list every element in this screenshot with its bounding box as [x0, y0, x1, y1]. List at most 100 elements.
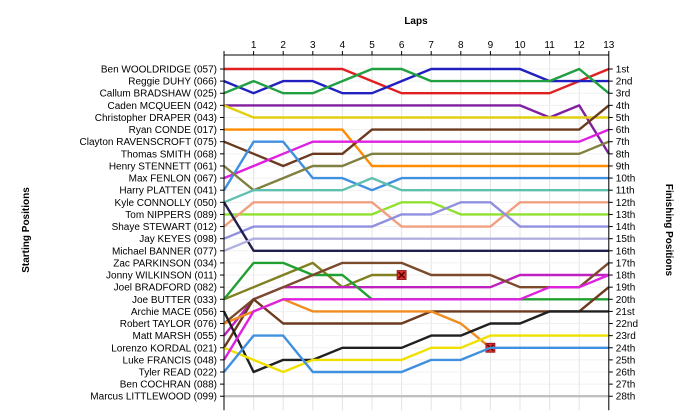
starting-position-label: Archie MACE (056)	[131, 307, 217, 318]
x-tick-label: 1	[251, 40, 257, 51]
finishing-position-label: 17th	[616, 258, 635, 269]
series-line	[224, 67, 610, 95]
finishing-position-label: 15th	[616, 234, 635, 245]
starting-position-label: Marcus LITTLEWOOD (099)	[90, 392, 217, 403]
finishing-position-label: 18th	[616, 271, 635, 282]
grid	[223, 55, 610, 411]
x-tick-label: 4	[340, 40, 346, 51]
series-line	[223, 261, 610, 325]
finishing-position-label: 26th	[616, 368, 635, 379]
starting-position-label: Luke FRANCIS (048)	[123, 355, 217, 366]
starting-position-label: Matt MARSH (055)	[133, 331, 217, 342]
starting-position-label: Caden MCQUEEN (042)	[108, 101, 217, 112]
starting-position-label: Shaye STEWART (012)	[112, 222, 217, 233]
x-tick-label: 3	[310, 40, 316, 51]
x-tick-label: 5	[369, 40, 375, 51]
series-line	[223, 334, 609, 374]
series-line	[222, 140, 609, 192]
starting-position-label: Joe BUTTER (033)	[132, 295, 217, 306]
series-line	[223, 261, 402, 301]
finishing-position-label: 20th	[616, 295, 635, 306]
finishing-position-label: 28th	[616, 392, 635, 403]
x-tick-label: 6	[399, 40, 405, 51]
finishing-position-label: 4th	[616, 101, 630, 112]
series-line	[223, 273, 609, 337]
y-axis-title-left: Starting Positions	[21, 187, 32, 273]
finishing-position-label: 22nd	[616, 319, 638, 330]
finishing-position-label: 13th	[616, 210, 635, 221]
series-line	[224, 104, 610, 155]
series-line	[222, 273, 610, 361]
starting-position-label: Henry STENNETT (061)	[109, 161, 217, 172]
x-axis-title: Laps	[404, 16, 428, 27]
x-tick-label: 10	[514, 40, 526, 51]
starting-position-label: Max FENLON (067)	[129, 174, 217, 185]
x-tick-label: 13	[603, 40, 615, 51]
series-line	[223, 334, 609, 374]
finishing-position-label: 23rd	[616, 331, 636, 342]
series-line	[222, 201, 609, 253]
x-tick-label: 7	[428, 40, 434, 51]
finishing-position-label: 9th	[616, 161, 630, 172]
series-line	[222, 310, 609, 374]
starting-position-label: Ben COCHRAN (088)	[120, 380, 217, 391]
starting-position-label: Clayton RAVENSCROFT (075)	[80, 137, 217, 148]
starting-position-label: Zac PARKINSON (034)	[113, 258, 217, 269]
series-line	[223, 176, 609, 204]
starting-position-label: Joel BRADFORD (082)	[114, 283, 217, 294]
series-line	[222, 286, 610, 349]
finishing-position-label: 25th	[616, 355, 635, 366]
starting-position-label: Tom NIPPERS (089)	[125, 210, 217, 221]
starting-position-label: Thomas SMITH (068)	[121, 149, 217, 160]
finishing-position-label: 19th	[616, 283, 635, 294]
starting-position-label: Jonny WILKINSON (011)	[106, 271, 217, 282]
series-line	[223, 128, 610, 180]
series-line	[223, 201, 609, 240]
finishing-position-label: 10th	[616, 174, 635, 185]
finishing-position-label: 3rd	[616, 89, 630, 100]
starting-position-label: Lorenzo KORDAL (021)	[111, 343, 217, 354]
finishing-position-label: 1st	[616, 65, 630, 76]
x-tick-label: 8	[458, 40, 464, 51]
starting-position-label: Christopher DRAPER (043)	[95, 113, 217, 124]
finishing-position-label: 12th	[616, 198, 635, 209]
starting-position-label: Jay KEYES (098)	[139, 234, 217, 245]
finishing-position-label: 21st	[616, 307, 635, 318]
x-tick-label: 9	[488, 40, 494, 51]
axes	[220, 51, 613, 411]
series-line	[224, 201, 609, 216]
finishing-position-label: 16th	[616, 246, 635, 257]
starting-position-label: Reggie DUHY (066)	[128, 77, 217, 88]
starting-position-label: Michael BANNER (077)	[112, 246, 217, 257]
finishing-position-label: 24th	[616, 343, 635, 354]
finishing-position-label: 27th	[616, 380, 635, 391]
finishing-position-label: 8th	[616, 149, 630, 160]
starting-position-label: Ryan CONDE (017)	[129, 125, 217, 136]
starting-position-label: Harry PLATTEN (041)	[119, 186, 217, 197]
starting-position-label: Tyler READ (022)	[139, 368, 217, 379]
x-tick-label: 12	[574, 40, 586, 51]
retirement-marker	[396, 270, 407, 280]
x-tick-label: 11	[544, 40, 555, 51]
finishing-position-label: 6th	[616, 125, 630, 136]
series-line	[223, 67, 610, 95]
starting-position-label: Ben WOOLDRIDGE (057)	[101, 65, 217, 76]
x-tick-label: 2	[280, 40, 286, 51]
series-line	[224, 128, 609, 168]
series-line	[223, 104, 610, 168]
starting-position-label: Kyle CONNOLLY (050)	[115, 198, 217, 209]
y-axis-title-right: Finishing Positions	[663, 184, 674, 277]
series-line	[223, 237, 609, 252]
finishing-position-label: 11th	[616, 186, 635, 197]
finishing-position-label: 7th	[616, 137, 630, 148]
starting-position-label: Robert TAYLOR (076)	[120, 319, 217, 330]
series-group	[222, 67, 610, 398]
finishing-position-label: 2nd	[616, 77, 633, 88]
series-line	[223, 140, 610, 192]
series-line	[223, 104, 609, 119]
finishing-position-label: 5th	[616, 113, 630, 124]
series-line	[223, 201, 609, 228]
